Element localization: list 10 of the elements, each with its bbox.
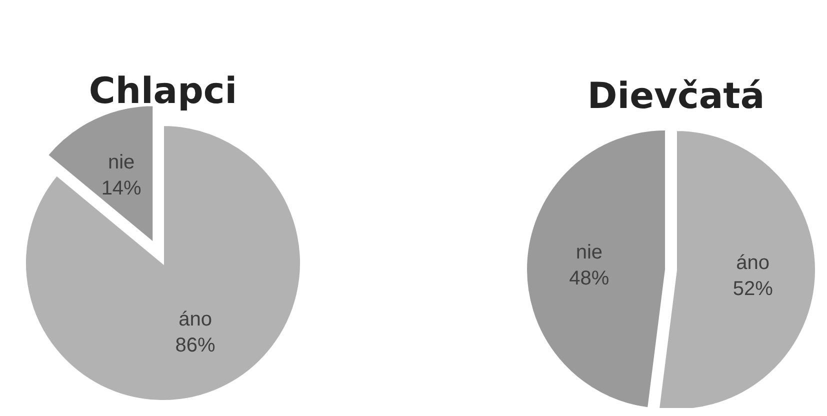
chart-title: Chlapci <box>88 71 238 112</box>
slice-label: nie <box>108 151 135 174</box>
data-label: 14% <box>101 177 142 200</box>
data-label: 48% <box>569 268 610 290</box>
slice-label: áno <box>178 308 212 331</box>
data-label: 52% <box>732 278 774 300</box>
slice-label: nie <box>576 242 603 264</box>
data-label: 86% <box>175 334 216 357</box>
slice-label: áno <box>736 252 770 274</box>
chart-title: Dievčatá <box>587 76 765 117</box>
